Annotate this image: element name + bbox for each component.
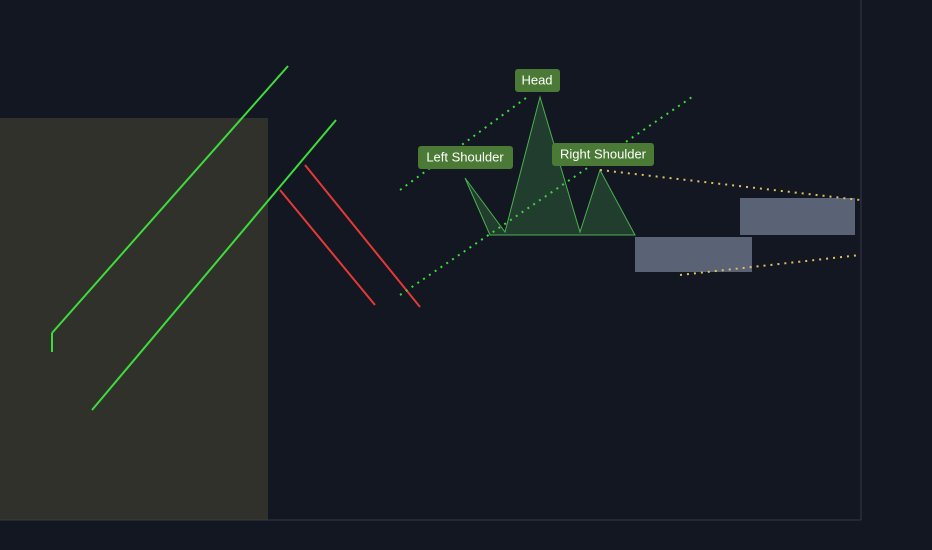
annotation-box	[552, 143, 654, 166]
annotation-box	[418, 146, 513, 169]
drawings	[51, 65, 861, 411]
annotation-box	[515, 69, 560, 92]
annotation: Head	[521, 72, 552, 87]
annotation: Right Shoulder	[560, 146, 647, 161]
annotation: Left Shoulder	[426, 149, 504, 164]
fib-zone	[0, 118, 268, 520]
